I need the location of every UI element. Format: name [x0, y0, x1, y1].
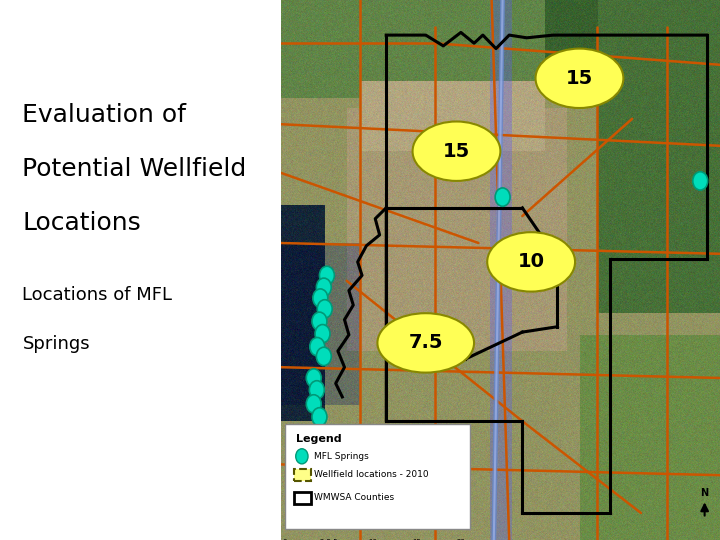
- Text: 15: 15: [413, 539, 421, 540]
- FancyBboxPatch shape: [285, 424, 469, 529]
- Text: Springs: Springs: [22, 335, 90, 353]
- Ellipse shape: [536, 49, 624, 108]
- Text: 7.5: 7.5: [408, 333, 443, 353]
- Circle shape: [316, 347, 331, 366]
- Circle shape: [296, 449, 308, 464]
- Circle shape: [306, 369, 321, 387]
- FancyBboxPatch shape: [294, 492, 310, 504]
- Text: N: N: [701, 488, 708, 498]
- Text: MFL Springs: MFL Springs: [314, 452, 369, 461]
- Text: Legend: Legend: [296, 434, 342, 444]
- Ellipse shape: [487, 232, 575, 292]
- Text: 10: 10: [518, 252, 544, 272]
- Text: 0: 0: [283, 539, 287, 540]
- FancyBboxPatch shape: [294, 469, 310, 481]
- Circle shape: [320, 266, 334, 285]
- Circle shape: [495, 188, 510, 206]
- Ellipse shape: [377, 313, 474, 373]
- Text: Locations of MFL: Locations of MFL: [22, 286, 173, 304]
- Circle shape: [306, 395, 321, 413]
- Circle shape: [310, 381, 324, 399]
- Text: WMWSA Counties: WMWSA Counties: [314, 494, 394, 502]
- Text: 2.5 5: 2.5 5: [320, 539, 338, 540]
- Circle shape: [310, 338, 325, 356]
- Circle shape: [693, 172, 708, 190]
- Text: Locations: Locations: [22, 211, 141, 234]
- Ellipse shape: [413, 122, 500, 181]
- Text: 10: 10: [369, 539, 377, 540]
- Circle shape: [313, 289, 328, 307]
- Circle shape: [312, 312, 327, 330]
- Circle shape: [318, 300, 332, 318]
- Text: 15: 15: [443, 141, 470, 161]
- Text: Wellfield locations - 2010: Wellfield locations - 2010: [314, 470, 428, 479]
- Text: Evaluation of: Evaluation of: [22, 103, 186, 126]
- Text: Potential Wellfield: Potential Wellfield: [22, 157, 247, 180]
- Circle shape: [316, 278, 331, 296]
- Text: 15: 15: [566, 69, 593, 88]
- Circle shape: [312, 408, 327, 426]
- Circle shape: [315, 325, 330, 343]
- Text: 20: 20: [456, 539, 465, 540]
